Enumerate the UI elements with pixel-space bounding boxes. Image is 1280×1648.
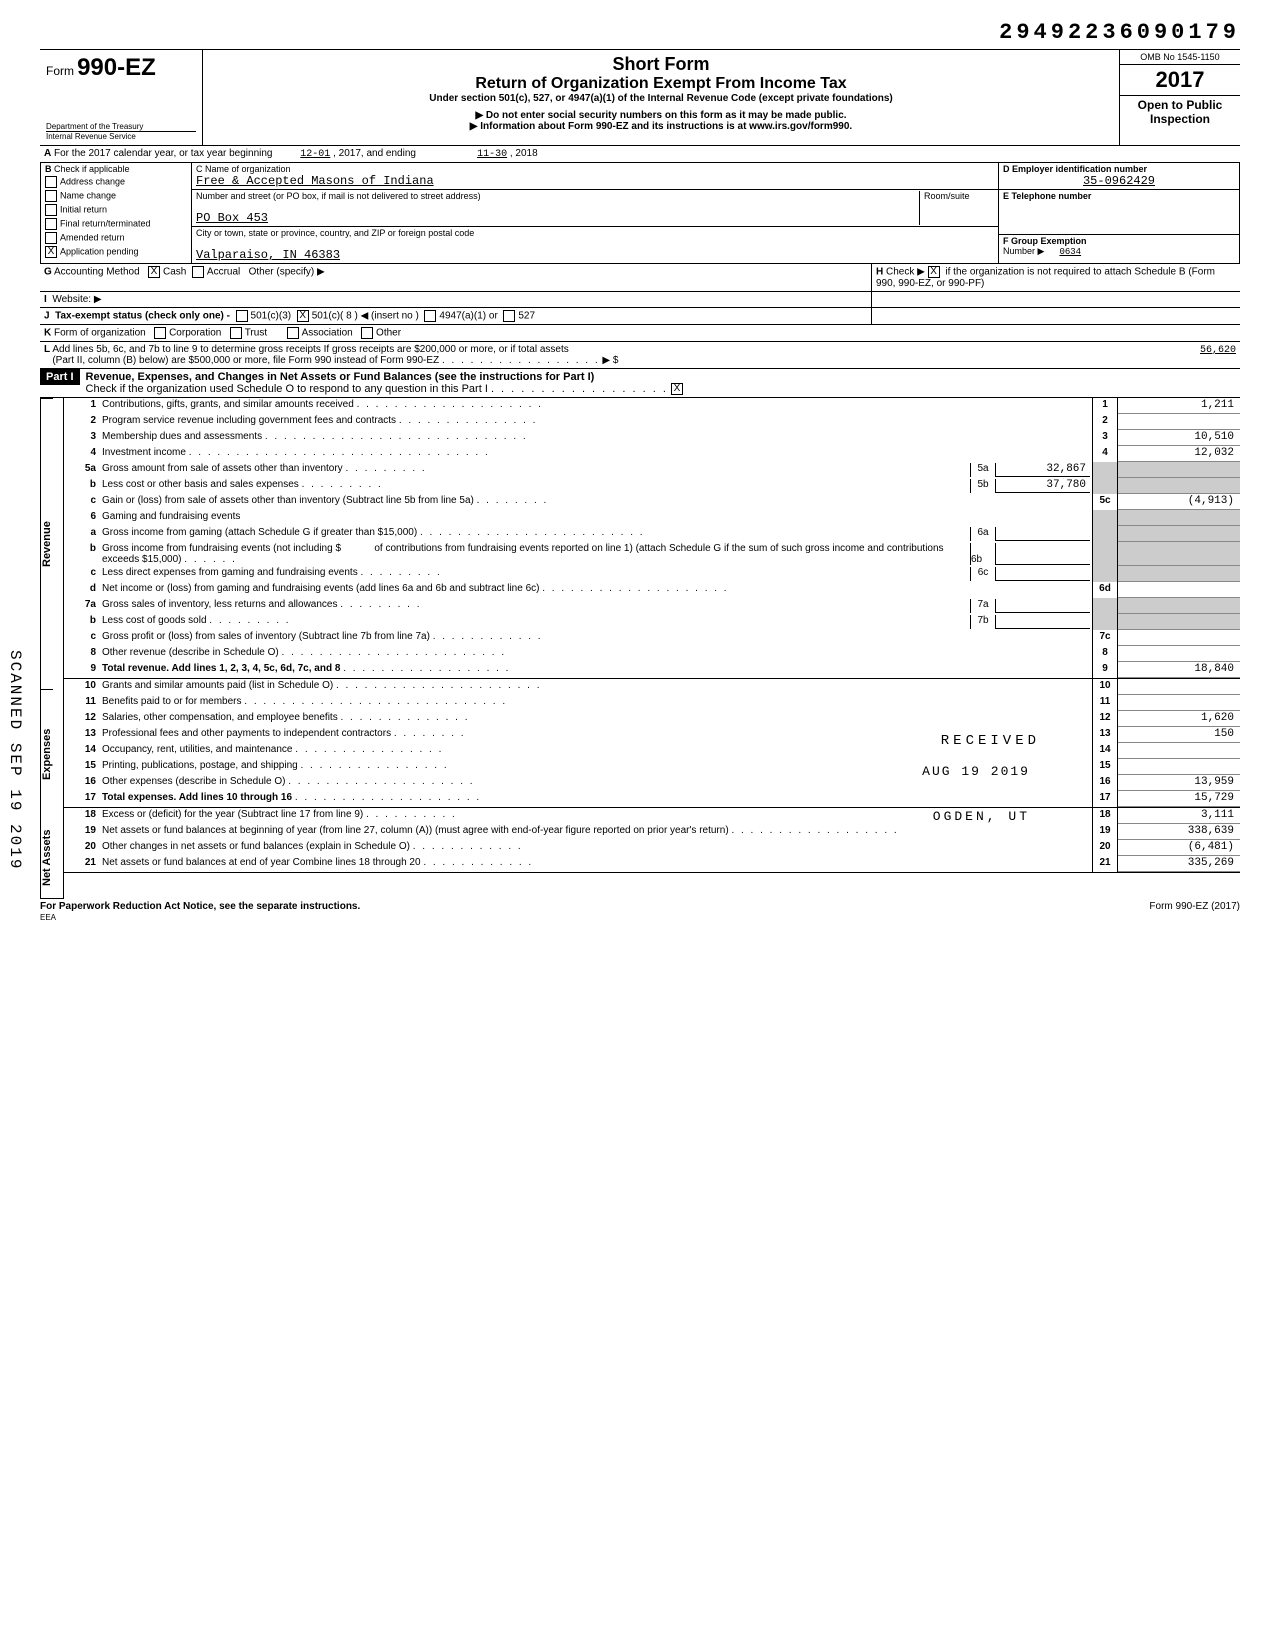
ein: 35-0962429 <box>1003 174 1235 188</box>
line-15: 15 Printing, publications, postage, and … <box>64 759 1240 775</box>
line-a-text: For the 2017 calendar year, or tax year … <box>54 148 272 159</box>
cb-assoc[interactable] <box>287 327 299 339</box>
end-year: , 2018 <box>510 148 538 159</box>
line-19: 19 Net assets or fund balances at beginn… <box>64 824 1240 840</box>
cb-pending[interactable]: X <box>45 246 57 258</box>
form-title: Return of Organization Exempt From Incom… <box>209 75 1113 93</box>
cb-4947[interactable] <box>424 310 436 322</box>
form-header: Form 990-EZ Department of the Treasury I… <box>40 49 1240 146</box>
cb-527[interactable] <box>503 310 515 322</box>
cb-amended[interactable] <box>45 232 57 244</box>
cb-name[interactable] <box>45 190 57 202</box>
short-form: Short Form <box>209 54 1113 75</box>
footer-left: For Paperwork Reduction Act Notice, see … <box>40 901 360 912</box>
line-c: c Gross profit or (loss) from sales of i… <box>64 630 1240 646</box>
cb-cash[interactable]: X <box>148 266 160 278</box>
line-d: d Net income or (loss) from gaming and f… <box>64 582 1240 598</box>
scan-stamp: SCANNED SEP 19 2019 <box>6 650 24 870</box>
line-4: 4 Investment income . . . . . . . . . . … <box>64 446 1240 462</box>
cb-accrual[interactable] <box>192 266 204 278</box>
g-label: Accounting Method <box>54 267 140 278</box>
cb-initial[interactable] <box>45 204 57 216</box>
k-label: Form of organization <box>54 328 146 339</box>
line-10: 10 Grants and similar amounts paid (list… <box>64 679 1240 695</box>
line-17: 17 Total expenses. Add lines 10 through … <box>64 791 1240 807</box>
l-text1: Add lines 5b, 6c, and 7b to line 9 to de… <box>52 344 568 355</box>
d-label: D Employer identification number <box>1003 164 1235 174</box>
e-label: E Telephone number <box>1003 191 1235 201</box>
line-2: 2 Program service revenue including gove… <box>64 414 1240 430</box>
cb-schedo[interactable]: X <box>671 383 683 395</box>
l-amt: 56,620 <box>1200 345 1236 356</box>
begin-date: 12-01 <box>300 149 330 160</box>
f-num-label: Number ▶ <box>1003 246 1044 256</box>
tax-year: 2017 <box>1120 65 1240 96</box>
city: Valparaiso, IN 46383 <box>196 248 994 262</box>
line-11: 11 Benefits paid to or for members . . .… <box>64 695 1240 711</box>
line-b: b Less cost of goods sold . . . . . . . … <box>64 614 1240 630</box>
form-label: Form <box>46 64 74 78</box>
part1-title: Revenue, Expenses, and Changes in Net As… <box>86 371 595 383</box>
line-a: A For the 2017 calendar year, or tax yea… <box>40 146 1240 163</box>
expenses-label: Expenses <box>41 689 53 818</box>
line-20: 20 Other changes in net assets or fund b… <box>64 840 1240 856</box>
netassets-label: Net Assets <box>41 818 53 898</box>
room: Room/suite <box>919 191 994 225</box>
line-9: 9 Total revenue. Add lines 1, 2, 3, 4, 5… <box>64 662 1240 678</box>
line-7a: 7a Gross sales of inventory, less return… <box>64 598 1240 614</box>
cb-corp[interactable] <box>154 327 166 339</box>
check-if: Check if applicable <box>54 164 130 174</box>
cb-address[interactable] <box>45 176 57 188</box>
cb-trust[interactable] <box>230 327 242 339</box>
org-name: Free & Accepted Masons of Indiana <box>196 174 994 188</box>
part1-check: Check if the organization used Schedule … <box>86 383 488 395</box>
mid: , 2017, and ending <box>333 148 416 159</box>
cb-other[interactable] <box>361 327 373 339</box>
line-21: 21 Net assets or fund balances at end of… <box>64 856 1240 872</box>
line-14: 14 Occupancy, rent, utilities, and maint… <box>64 743 1240 759</box>
line-c: c Gain or (loss) from sale of assets oth… <box>64 494 1240 510</box>
open-public: Open to Public Inspection <box>1120 96 1240 128</box>
dept1: Department of the Treasury <box>46 122 196 131</box>
dept2: Internal Revenue Service <box>46 131 196 141</box>
j-label: Tax-exempt status (check only one) - <box>55 311 230 322</box>
city-label: City or town, state or province, country… <box>196 228 994 238</box>
f-label: F Group Exemption <box>1003 236 1235 246</box>
f-num: 0634 <box>1059 247 1081 257</box>
sub3: Information about Form 990-EZ and its in… <box>209 121 1113 132</box>
line-18: 18 Excess or (deficit) for the year (Sub… <box>64 808 1240 824</box>
omb: OMB No 1545-1150 <box>1120 50 1240 65</box>
cb-final[interactable] <box>45 218 57 230</box>
cb-501c[interactable]: X <box>297 310 309 322</box>
footer-right: Form 990-EZ (2017) <box>1149 901 1240 923</box>
line-16: 16 Other expenses (describe in Schedule … <box>64 775 1240 791</box>
part1-label: Part I <box>40 369 80 385</box>
lines-table: Revenue Expenses Net Assets 1 Contributi… <box>40 398 1240 899</box>
line-5a: 5a Gross amount from sale of assets othe… <box>64 462 1240 478</box>
footer: For Paperwork Reduction Act Notice, see … <box>40 899 1240 923</box>
addr-label: Number and street (or PO box, if mail is… <box>196 191 919 201</box>
cb-h[interactable]: X <box>928 266 940 278</box>
website: Website: ▶ <box>52 294 101 305</box>
l-text2: (Part II, column (B) below) are $500,000… <box>52 355 439 366</box>
line-1: 1 Contributions, gifts, grants, and simi… <box>64 398 1240 414</box>
sub2: Do not enter social security numbers on … <box>209 110 1113 121</box>
line-8: 8 Other revenue (describe in Schedule O)… <box>64 646 1240 662</box>
line-3: 3 Membership dues and assessments . . . … <box>64 430 1240 446</box>
line-b: b Less cost or other basis and sales exp… <box>64 478 1240 494</box>
revenue-label: Revenue <box>41 398 53 689</box>
section-b-f: B Check if applicable Address change Nam… <box>40 163 1240 264</box>
line-6: 6 Gaming and fundraising events <box>64 510 1240 526</box>
sub1: Under section 501(c), 527, or 4947(a)(1)… <box>209 93 1113 104</box>
line-12: 12 Salaries, other compensation, and emp… <box>64 711 1240 727</box>
line-c: c Less direct expenses from gaming and f… <box>64 566 1240 582</box>
line-13: 13 Professional fees and other payments … <box>64 727 1240 743</box>
c-label: C Name of organization <box>196 164 994 174</box>
po-box: PO Box 453 <box>196 211 919 225</box>
end-date: 11-30 <box>477 149 507 160</box>
eea: EEA <box>40 913 56 922</box>
document-id: 29492236090179 <box>40 20 1240 45</box>
form-number: 990-EZ <box>77 54 156 81</box>
cb-501c3[interactable] <box>236 310 248 322</box>
